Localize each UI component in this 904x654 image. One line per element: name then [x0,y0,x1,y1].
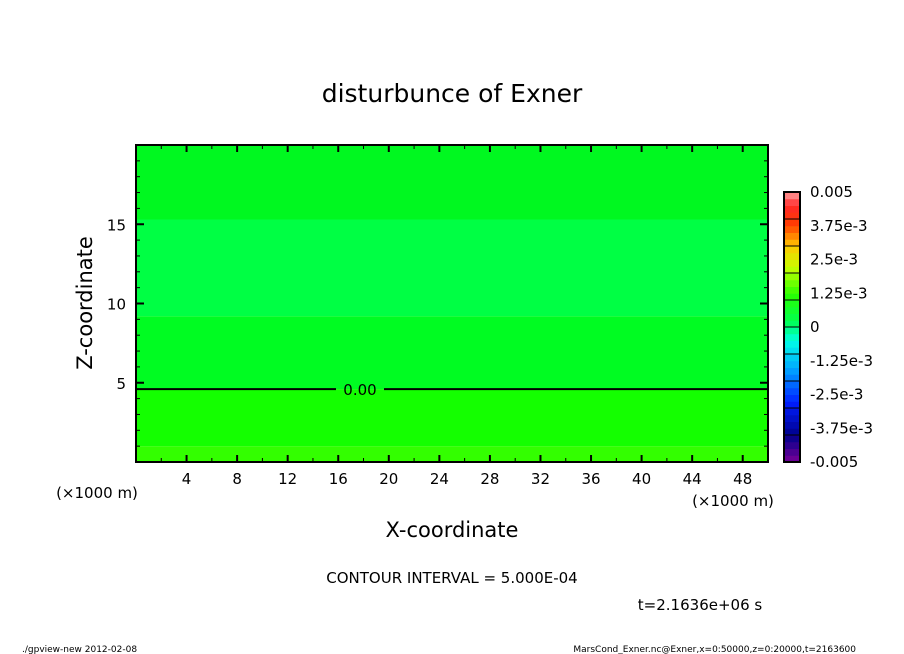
x-tick-label: 36 [581,470,600,488]
x-tick-label: 16 [329,470,348,488]
x-tick-label: 28 [480,470,499,488]
footer-right: MarsCond_Exner.nc@Exner,x=0:50000,z=0:20… [573,645,856,654]
colorbar-cell [784,232,800,240]
x-axis-label: X-coordinate [386,518,519,542]
colorbar-label: 0.005 [810,183,853,201]
colorbar-cell [784,455,800,463]
colorbar-cell [784,259,800,267]
colorbar-cell [784,421,800,429]
colorbar-cell [784,374,800,382]
x-tick-label: 20 [379,470,398,488]
colorbar-cell [784,354,800,362]
colorbar-label: 2.5e-3 [810,251,858,269]
footer-left: ./gpview-new 2012-02-08 [22,645,137,654]
colorbar-label: -3.75e-3 [810,419,873,437]
colorbar-cell [784,360,800,368]
colorbar-label: -2.5e-3 [810,386,863,404]
x-tick-label: 48 [733,470,752,488]
x-tick-label: 32 [531,470,550,488]
colorbar-cell [784,225,800,233]
colorbar-cell [784,246,800,254]
contour-interval: CONTOUR INTERVAL = 5.000E-04 [326,569,577,587]
colorbar-cell [784,286,800,294]
colorbar-cell [784,387,800,395]
colorbar-cell [784,252,800,260]
heat-band [136,446,768,462]
colorbar-cell [784,414,800,422]
colorbar-label: 3.75e-3 [810,217,868,235]
colorbar-frame [783,191,801,463]
colorbar-cell [784,300,800,308]
chart-title: disturbunce of Exner [322,79,583,108]
colorbar-cell [784,448,800,456]
colorbar-label: -0.005 [810,453,858,471]
contour-label: 0.00 [343,381,376,399]
x-tick-label: 40 [632,470,651,488]
y-tick-label: 5 [116,375,126,393]
colorbar-cell [784,408,800,416]
colorbar-cell [784,401,800,409]
time-label: t=2.1636e+06 s [638,596,763,614]
colorbar-cell [784,273,800,281]
colorbar-cell [784,266,800,274]
colorbar-label: 1.25e-3 [810,284,868,302]
colorbar-cell [784,435,800,443]
x-tick-label: 44 [683,470,702,488]
colorbar-cell [784,313,800,321]
heat-band [136,219,768,317]
colorbar-label: -1.25e-3 [810,352,873,370]
colorbar-cell [784,198,800,206]
colorbar-cell [784,333,800,341]
colorbar-cell [784,367,800,375]
colorbar-cell [784,441,800,449]
colorbar-cell [784,340,800,348]
x-tick-label: 24 [430,470,449,488]
colorbar-cell [784,205,800,213]
colorbar-cell [784,327,800,335]
colorbar-cell [784,293,800,301]
colorbar-cell [784,381,800,389]
heat-band [136,389,768,447]
colorbar-cell [784,212,800,220]
y-tick-label: 15 [107,216,126,234]
x-tick-label: 8 [232,470,242,488]
colorbar-cell [784,347,800,355]
heat-band [136,316,768,390]
colorbar-cell [784,219,800,227]
heat-band [136,145,768,220]
colorbar-label: 0 [810,318,820,336]
colorbar-cell [784,428,800,436]
x-tick-label: 4 [182,470,192,488]
y-tick-label: 10 [107,296,126,314]
x-unit-label: (×1000 m) [692,492,774,510]
colorbar-cell [784,279,800,287]
colorbar-cell [784,306,800,314]
x-tick-label: 12 [278,470,297,488]
colorbar-cell [784,394,800,402]
y-unit-label: (×1000 m) [56,484,138,502]
colorbar-cell [784,239,800,247]
colorbar-cell [784,192,800,200]
colorbar-cell [784,320,800,328]
y-axis-label: Z-coordinate [73,236,97,370]
